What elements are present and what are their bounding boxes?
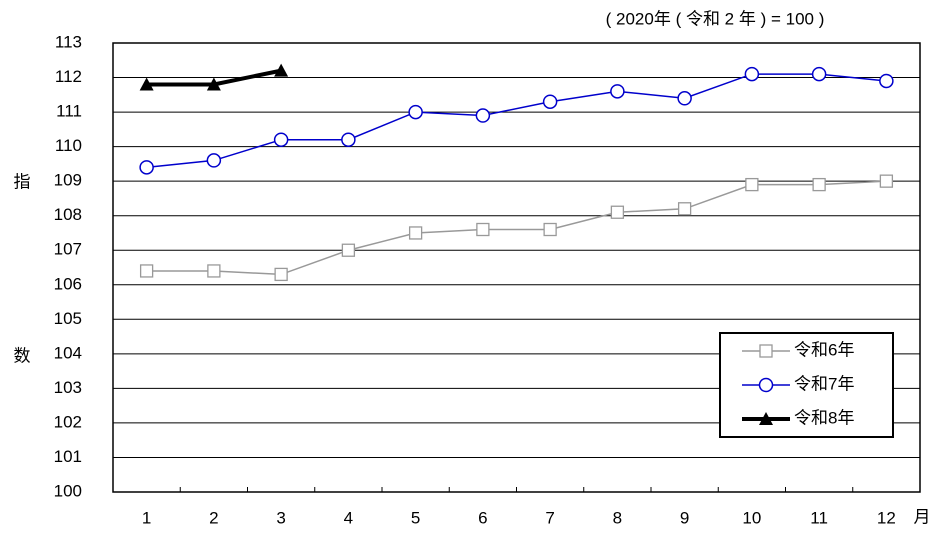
y-tick-label: 111 <box>56 102 82 121</box>
data-point <box>745 177 759 192</box>
legend-label: 令和8年 <box>794 408 854 427</box>
chart-subtitle: ( 2020年 ( 令和 2 年 ) = 100 ) <box>606 9 825 28</box>
y-tick-label: 107 <box>54 240 82 259</box>
data-point <box>207 264 221 278</box>
data-point <box>610 205 625 219</box>
y-tick-label: 106 <box>54 274 82 293</box>
x-tick-label: 11 <box>810 508 828 527</box>
data-point <box>811 66 827 82</box>
y-tick-label: 103 <box>54 378 82 397</box>
legend-label: 令和6年 <box>794 340 854 359</box>
legend-marker <box>758 377 774 393</box>
legend-marker <box>759 412 773 425</box>
x-tick-label: 10 <box>742 508 761 527</box>
x-tick-label: 8 <box>613 508 622 527</box>
data-point <box>341 132 356 147</box>
y-tick-label: 113 <box>55 32 82 51</box>
data-point <box>543 222 557 237</box>
x-tick-label: 2 <box>209 508 218 527</box>
x-tick-label: 9 <box>680 508 689 527</box>
y-tick-label: 108 <box>54 205 82 224</box>
data-point <box>677 202 692 216</box>
data-point <box>879 73 894 89</box>
x-tick-label: 4 <box>344 508 353 527</box>
data-point <box>610 84 625 99</box>
data-point <box>812 177 826 192</box>
data-point <box>139 160 154 175</box>
data-point <box>476 222 490 237</box>
x-tick-label: 7 <box>545 508 554 527</box>
y-axis-label: 数 <box>14 346 31 365</box>
y-tick-label: 112 <box>55 67 82 86</box>
data-point <box>139 77 154 91</box>
data-point <box>341 243 356 257</box>
y-tick-label: 102 <box>54 412 82 431</box>
data-point <box>744 66 760 82</box>
data-point <box>677 91 692 106</box>
y-tick-label: 101 <box>54 447 82 466</box>
x-tick-label: 5 <box>411 508 420 527</box>
x-tick-label: 3 <box>276 508 285 527</box>
data-point <box>542 94 558 109</box>
data-point <box>408 226 423 240</box>
x-tick-label: 1 <box>142 508 151 527</box>
y-tick-label: 105 <box>54 309 82 328</box>
series-line <box>146 73 887 169</box>
y-tick-label: 110 <box>55 136 82 155</box>
y-tick-label: 109 <box>54 171 82 190</box>
x-axis-label: 月 <box>914 507 931 526</box>
legend-label: 令和7年 <box>794 374 854 393</box>
x-tick-label: 12 <box>877 508 896 527</box>
y-tick-label: 100 <box>54 481 82 500</box>
data-point <box>879 174 894 188</box>
x-tick-label: 6 <box>478 508 487 527</box>
data-point <box>139 264 154 278</box>
legend-marker <box>759 344 773 358</box>
data-point <box>206 153 222 168</box>
data-point <box>475 108 491 123</box>
y-axis-label: 指 <box>14 172 31 191</box>
data-point <box>206 77 221 91</box>
data-point <box>274 267 288 282</box>
data-point <box>274 63 289 77</box>
series-line <box>146 180 887 276</box>
data-point <box>408 104 423 120</box>
data-point <box>273 132 289 147</box>
y-tick-label: 104 <box>54 343 82 362</box>
